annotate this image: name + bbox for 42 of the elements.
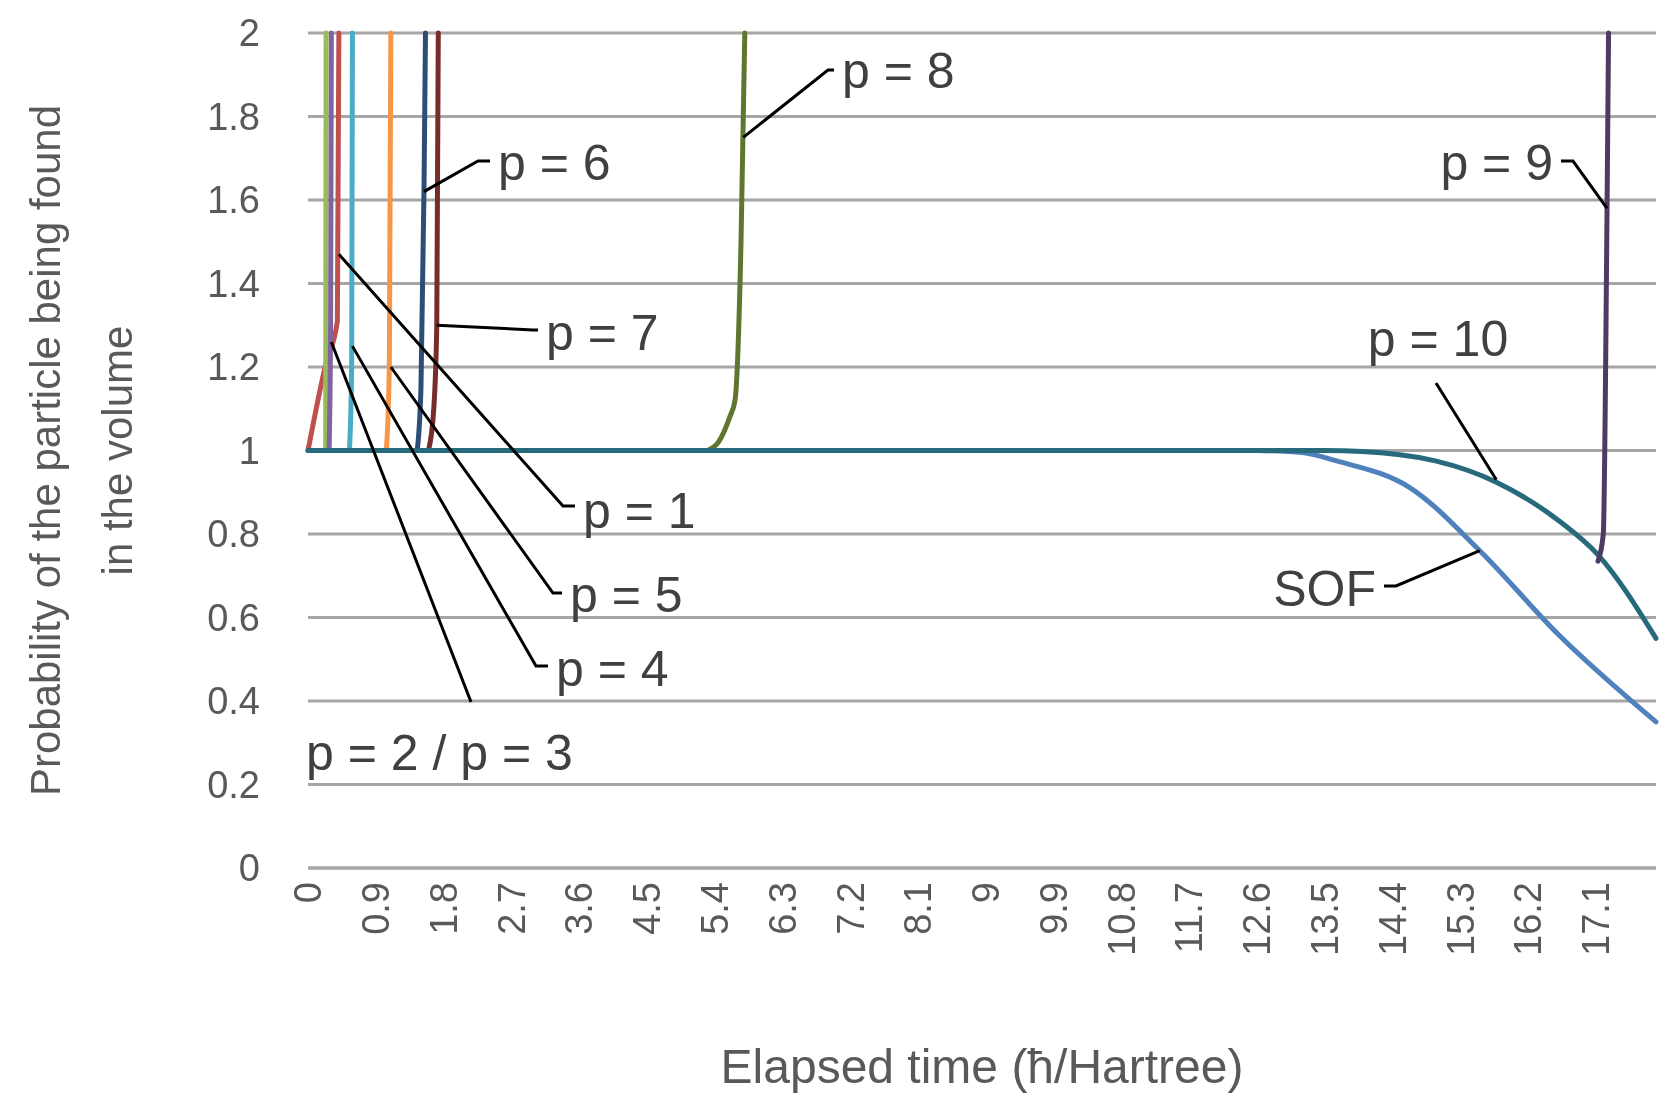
annotation: p = 10 (1367, 311, 1509, 367)
y-axis-title: Probability of the particle being found in the volume (22, 104, 141, 797)
x-tick-label: 0.9 (355, 882, 398, 935)
x-tick-label: 8.1 (897, 882, 940, 935)
x-tick-label: 5.4 (693, 882, 736, 935)
y-tick-label: 1.8 (207, 95, 260, 138)
x-tick-label: 1.8 (422, 882, 465, 935)
annotation: p = 2 / p = 3 (306, 725, 573, 781)
x-tick-label: 7.2 (829, 882, 872, 935)
x-tick-label: 11.7 (1168, 882, 1211, 954)
y-tick-label: 0.4 (207, 680, 260, 723)
x-tick-label: 6.3 (761, 882, 804, 935)
annotation: p = 1 (583, 483, 696, 539)
y-tick-label: 0.8 (207, 513, 260, 556)
y-tick-label: 2 (238, 12, 260, 55)
annotation: SOF (1273, 561, 1376, 617)
annotation: p = 5 (570, 567, 683, 623)
annotation: p = 7 (546, 305, 659, 361)
x-tick-label: 3.6 (558, 882, 601, 935)
y-tick-label: 0.2 (207, 763, 260, 806)
x-tick-label: 17.1 (1575, 882, 1618, 956)
x-tick-label: 9.9 (1032, 882, 1075, 935)
x-tick-label: 16.2 (1507, 882, 1550, 956)
y-tick-label: 1.4 (207, 262, 260, 305)
x-tick-label: 9 (965, 882, 1008, 904)
x-axis-title: Elapsed time (ħ/Hartree) (720, 1040, 1244, 1093)
x-tick-label: 0 (287, 882, 330, 904)
annotation: p = 9 (1440, 135, 1553, 191)
y-tick-label: 0.6 (207, 596, 260, 639)
y-tick-label: 1.6 (207, 179, 260, 222)
x-tick-label: 12.6 (1236, 882, 1279, 956)
annotation: p = 8 (842, 43, 955, 99)
annotation: p = 4 (556, 641, 669, 697)
x-tick-label: 10.8 (1100, 882, 1143, 956)
x-tick-label: 13.5 (1303, 882, 1346, 956)
x-tick-label: 4.5 (626, 882, 669, 935)
y-tick-label: 1.2 (207, 346, 260, 389)
x-tick-label: 14.4 (1371, 882, 1414, 956)
annotation: p = 6 (498, 135, 611, 191)
y-tick-label: 1 (238, 429, 260, 472)
x-tick-label: 2.7 (490, 882, 533, 935)
x-tick-label: 15.3 (1439, 882, 1482, 956)
